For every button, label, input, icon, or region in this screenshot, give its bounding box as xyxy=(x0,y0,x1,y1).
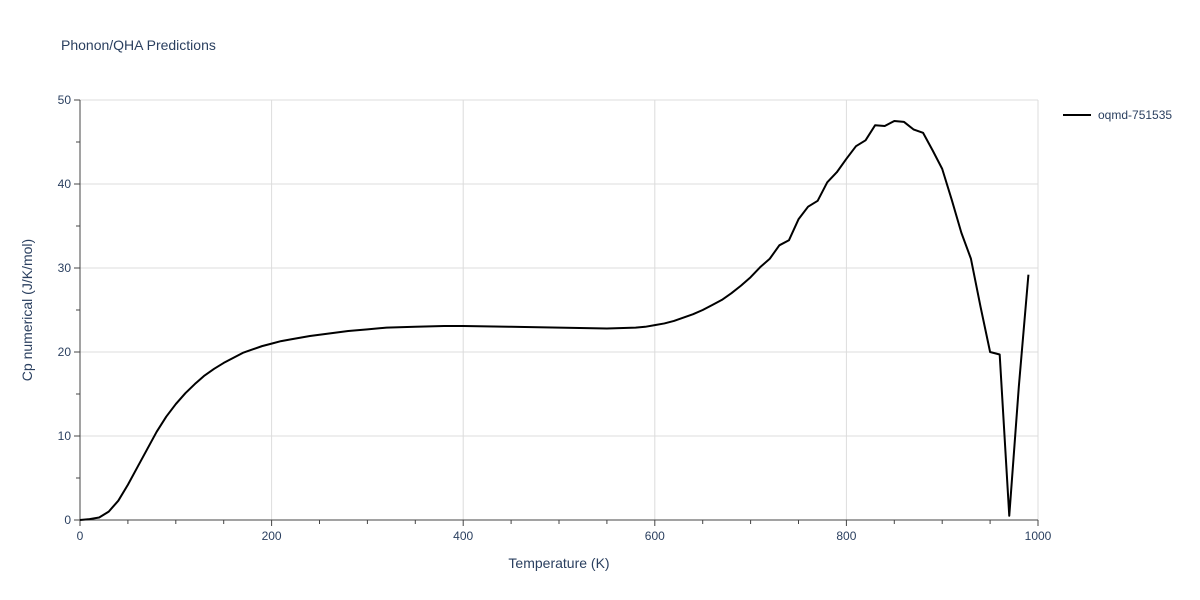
x-tick-label: 800 xyxy=(836,529,856,543)
y-tick-label: 20 xyxy=(58,345,72,359)
series-layer xyxy=(79,120,1030,521)
x-tick-label: 1000 xyxy=(1025,529,1052,543)
series-line-oqmd-751535[interactable] xyxy=(79,120,1030,521)
legend-label[interactable]: oqmd-751535 xyxy=(1098,108,1172,122)
legend[interactable]: oqmd-751535 xyxy=(1063,108,1172,122)
y-axis-title: Cp numerical (J/K/mol) xyxy=(19,239,35,381)
y-tick-label: 0 xyxy=(64,513,71,527)
x-tick-label: 0 xyxy=(77,529,84,543)
x-tick-label: 400 xyxy=(453,529,473,543)
y-tick-label: 30 xyxy=(58,261,72,275)
chart-title: Phonon/QHA Predictions xyxy=(61,37,216,53)
x-axis-title: Temperature (K) xyxy=(508,555,609,571)
grid xyxy=(80,99,1039,520)
y-tick-label: 10 xyxy=(58,429,72,443)
y-tick-label: 40 xyxy=(58,177,72,191)
axes: 0 200 400 600 800 1000 0 10 20 30 40 50 xyxy=(58,93,1052,543)
x-tick-label: 600 xyxy=(645,529,665,543)
x-tick-label: 200 xyxy=(262,529,282,543)
y-tick-label: 50 xyxy=(58,93,72,107)
